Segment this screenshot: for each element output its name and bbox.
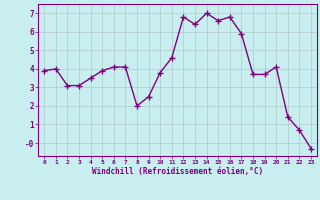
X-axis label: Windchill (Refroidissement éolien,°C): Windchill (Refroidissement éolien,°C) [92, 167, 263, 176]
